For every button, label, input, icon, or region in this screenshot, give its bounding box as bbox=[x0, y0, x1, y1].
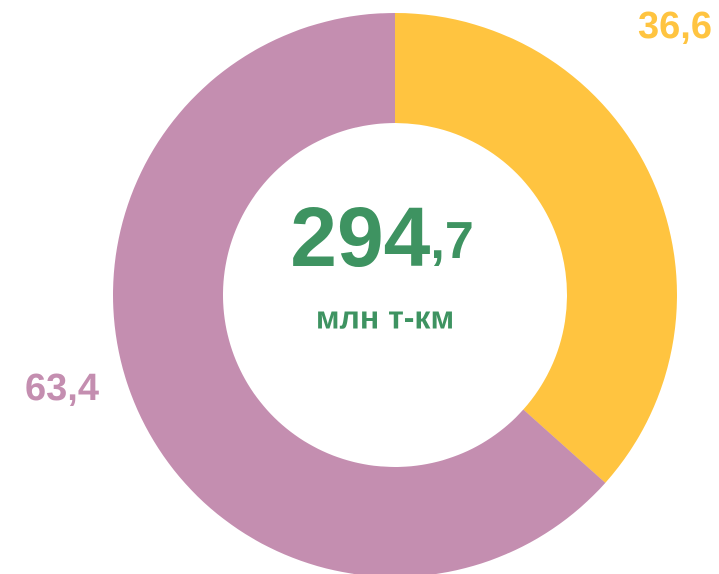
center-unit: млн т-км bbox=[316, 299, 454, 335]
donut-slice bbox=[395, 13, 677, 483]
center-total-decimal: ,7 bbox=[430, 212, 473, 270]
donut-slice bbox=[113, 13, 606, 574]
center-total-integer: 294 bbox=[290, 190, 430, 284]
center-total: 294,7 bbox=[290, 190, 474, 284]
donut bbox=[113, 13, 677, 574]
slice-label: 63,4 bbox=[25, 367, 99, 409]
slice-label: 36,6 bbox=[638, 5, 712, 47]
